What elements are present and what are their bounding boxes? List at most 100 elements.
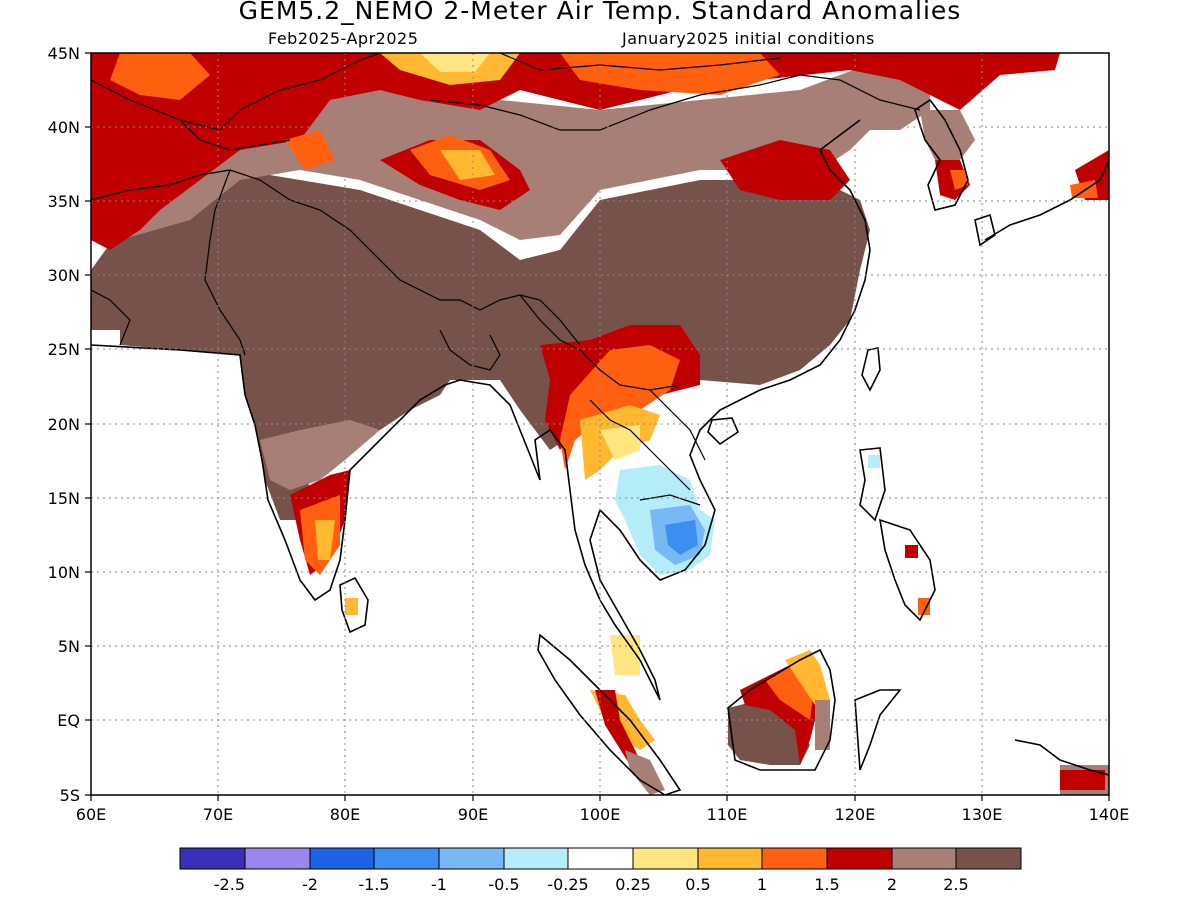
anomaly-region-amber-borneo (785, 650, 830, 705)
lon-labels: 60E 70E 80E 90E 100E 110E 120E 130E 140E (76, 805, 1130, 824)
anomaly-region-orange-west (285, 130, 335, 170)
lat-label-eq: EQ (57, 711, 80, 730)
legend-label: -2.5 (214, 875, 245, 894)
legend-swatch (632, 847, 699, 870)
anomaly-region-orange-japan (1070, 180, 1098, 198)
lat-label-35: 35N (48, 192, 80, 211)
anomaly-region-orange-korea (950, 170, 968, 190)
anomaly-region-red-philippines (905, 545, 918, 558)
anomaly-region-yellow-north (420, 53, 490, 72)
lon-label-110: 110E (707, 805, 748, 824)
border-laos-vietnam (649, 389, 706, 461)
legend-swatch (438, 847, 505, 870)
legend-swatches (179, 847, 1022, 870)
coastline-philippines-south (878, 518, 936, 622)
anomaly-region-taupe-borneo-west (815, 700, 830, 750)
anomaly-region-yellow-indochina (600, 425, 640, 460)
anomaly-region-red-china-east (720, 140, 850, 200)
lat-label-5s: 5S (60, 786, 80, 805)
border-pakistan-india (204, 169, 246, 356)
legend-swatch (503, 847, 569, 870)
anomaly-region-orange-indochina-north (560, 345, 680, 470)
border-mongolia-china (429, 74, 921, 131)
lat-label-45: 45N (48, 44, 80, 63)
border-afghanistan (91, 169, 231, 201)
coastline-korea (914, 98, 969, 211)
coastline-borneo (727, 648, 836, 771)
lat-label-25: 25N (48, 340, 80, 359)
legend-label: -1.5 (358, 875, 389, 894)
legend-swatch (826, 847, 893, 870)
country-borders (91, 53, 921, 506)
legend-swatch (309, 847, 375, 870)
border-thailand-laos (589, 399, 691, 491)
lat-label-10: 10N (48, 563, 80, 582)
lon-label-140: 140E (1089, 805, 1130, 824)
coastline-sri-lanka (339, 576, 369, 634)
legend-label: -0.25 (547, 875, 588, 894)
anomaly-region-taupe-india (260, 420, 380, 490)
forecast-period: Feb2025-Apr2025 (268, 29, 419, 48)
anomaly-field (91, 53, 1109, 795)
lon-label-90: 90E (458, 805, 488, 824)
coastline-asia-mainland (91, 119, 871, 701)
border-iran-pakistan (91, 289, 131, 346)
legend-swatch (179, 847, 246, 870)
coastline-hainan (707, 417, 739, 446)
anomaly-region-yellow-malaya (610, 635, 640, 675)
anomaly-region-red-new-guinea (1060, 770, 1105, 790)
legend-swatch (373, 847, 440, 870)
lon-label-70: 70E (203, 805, 233, 824)
initial-conditions: January2025 initial conditions (622, 29, 875, 48)
anomaly-region-amber-south-india (315, 520, 335, 560)
anomaly-region-amber-sri-lanka (345, 598, 358, 615)
anomaly-region-orange-mindanao (918, 598, 930, 615)
lon-label-120: 120E (835, 805, 876, 824)
legend-label: 0.25 (615, 875, 651, 894)
legend-label: -0.5 (488, 875, 519, 894)
lat-label-40: 40N (48, 118, 80, 137)
legend-label: 2 (887, 875, 897, 894)
anomaly-region-brown-borneo (728, 700, 810, 765)
border-myanmar-china (519, 294, 681, 391)
coastline-sulawesi (854, 689, 902, 771)
coastline-japan (984, 159, 1109, 241)
anomaly-region-red-north (91, 53, 1000, 250)
legend-label: 0.5 (685, 875, 710, 894)
lat-label-15: 15N (48, 489, 80, 508)
anomaly-region-taupe-korea (920, 110, 975, 160)
legend-swatch (955, 847, 1022, 870)
border-central-asia (179, 119, 291, 151)
map-title: GEM5.2_NEMO 2-Meter Air Temp. Standard A… (238, 0, 962, 25)
lon-label-100: 100E (580, 805, 621, 824)
legend-swatch (697, 847, 763, 870)
legend-swatch (891, 847, 957, 870)
anomaly-region-orange-north (110, 53, 210, 100)
legend-labels: -2.5 -2 -1.5 -1 -0.5 -0.25 0.25 0.5 1 1.… (214, 875, 969, 894)
lat-labels: 45N 40N 35N 30N 25N 20N 15N 10N 5N EQ 5S (48, 44, 80, 805)
anomaly-region-taupe-sumatra (625, 750, 665, 795)
border-bangladesh (439, 329, 501, 371)
anomaly-region-lightblue-philippines (868, 455, 880, 468)
lat-label-5: 5N (58, 637, 80, 656)
legend-label: 1 (757, 875, 767, 894)
anomaly-region-amber-tarim (440, 150, 495, 180)
legend-swatch (761, 847, 828, 870)
lon-label-80: 80E (330, 805, 360, 824)
lon-label-60: 60E (76, 805, 106, 824)
anomaly-region-blue-cambodia (665, 520, 698, 555)
border-himalaya (229, 169, 581, 346)
legend-label: 2.5 (943, 875, 968, 894)
anomaly-region-red-northeast (990, 53, 1060, 75)
coastline-luzon (859, 447, 886, 522)
color-legend: -2.5 -2 -1.5 -1 -0.5 -0.25 0.25 0.5 1 1.… (179, 847, 1022, 894)
coastline-kyushu (974, 213, 996, 247)
gridlines (91, 53, 1109, 795)
border-mongolia-russia (499, 53, 781, 71)
lat-label-30: 30N (48, 266, 80, 285)
legend-label: 1.5 (814, 875, 839, 894)
lon-label-130: 130E (962, 805, 1003, 824)
anomaly-region-brown (91, 170, 870, 520)
anomaly-region-orange-mongolia (560, 53, 780, 95)
